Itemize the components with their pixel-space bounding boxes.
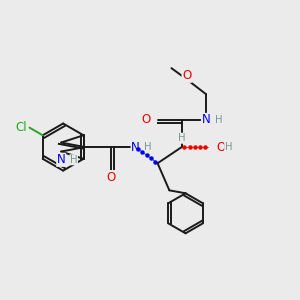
- Text: H: H: [225, 142, 232, 152]
- Text: H: H: [144, 142, 151, 152]
- Text: H: H: [215, 115, 222, 125]
- Text: H: H: [178, 133, 185, 143]
- Text: Cl: Cl: [16, 121, 27, 134]
- Text: N: N: [57, 153, 65, 166]
- Text: O: O: [216, 141, 225, 154]
- Text: O: O: [182, 69, 191, 82]
- Text: N: N: [202, 113, 210, 127]
- Text: O: O: [107, 171, 116, 184]
- Text: N: N: [131, 141, 140, 154]
- Text: O: O: [142, 113, 151, 127]
- Text: H: H: [70, 155, 77, 165]
